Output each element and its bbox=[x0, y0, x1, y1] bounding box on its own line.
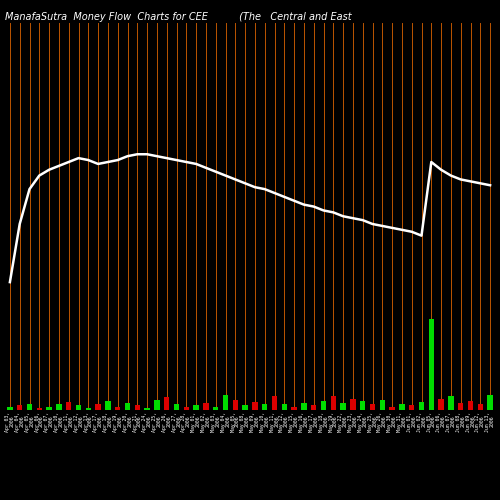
Bar bbox=[232, 400, 238, 410]
Bar bbox=[252, 402, 258, 410]
Bar bbox=[115, 406, 120, 410]
Bar bbox=[321, 401, 326, 410]
Bar bbox=[409, 406, 414, 410]
Bar bbox=[458, 403, 464, 410]
Bar bbox=[428, 319, 434, 410]
Bar bbox=[272, 396, 277, 410]
Bar bbox=[438, 398, 444, 410]
Bar bbox=[478, 404, 483, 410]
Bar bbox=[390, 406, 395, 410]
Bar bbox=[105, 401, 110, 410]
Bar bbox=[340, 403, 346, 410]
Bar bbox=[56, 404, 62, 410]
Bar bbox=[7, 406, 12, 410]
Bar bbox=[360, 401, 366, 410]
Bar bbox=[301, 403, 306, 410]
Bar bbox=[330, 396, 336, 410]
Bar bbox=[311, 406, 316, 410]
Bar bbox=[164, 398, 170, 410]
Bar bbox=[419, 402, 424, 410]
Bar bbox=[86, 408, 91, 410]
Bar bbox=[223, 395, 228, 410]
Bar bbox=[144, 408, 150, 410]
Bar bbox=[46, 406, 52, 410]
Bar bbox=[76, 406, 81, 410]
Bar bbox=[292, 406, 297, 410]
Bar bbox=[184, 406, 189, 410]
Bar bbox=[134, 406, 140, 410]
Bar bbox=[262, 404, 268, 410]
Bar bbox=[488, 395, 493, 410]
Text: ManafaSutra  Money Flow  Charts for CEE          (The   Central and East: ManafaSutra Money Flow Charts for CEE (T… bbox=[5, 12, 352, 22]
Bar bbox=[350, 398, 356, 410]
Bar bbox=[174, 404, 179, 410]
Bar bbox=[380, 400, 385, 410]
Bar bbox=[370, 404, 375, 410]
Bar bbox=[448, 396, 454, 410]
Bar bbox=[27, 404, 32, 410]
Bar bbox=[96, 404, 101, 410]
Bar bbox=[468, 401, 473, 410]
Bar bbox=[242, 406, 248, 410]
Bar bbox=[17, 406, 22, 410]
Bar bbox=[399, 404, 404, 410]
Bar bbox=[194, 406, 199, 410]
Bar bbox=[213, 406, 218, 410]
Bar bbox=[282, 404, 287, 410]
Bar bbox=[66, 402, 71, 410]
Bar bbox=[154, 400, 160, 410]
Bar bbox=[36, 408, 42, 410]
Bar bbox=[125, 403, 130, 410]
Bar bbox=[203, 403, 208, 410]
